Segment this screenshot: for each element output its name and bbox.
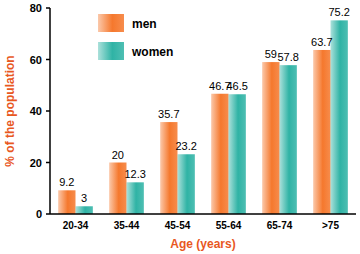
legend: men women: [98, 14, 173, 60]
page: 9.232012.335.723.246.746.55957.863.775.2…: [0, 0, 360, 254]
y-tick-label: 40: [30, 105, 42, 117]
chart-svg: 9.232012.335.723.246.746.55957.863.775.2…: [0, 0, 360, 254]
legend-swatch: [98, 42, 124, 60]
y-axis-title: % of the population: [3, 55, 17, 166]
bar: [178, 154, 195, 214]
data-label: 75.2: [328, 6, 349, 18]
bar: [58, 190, 75, 214]
y-tick: [46, 110, 50, 112]
legend-label: men: [132, 17, 157, 31]
bar: [313, 50, 330, 214]
bars: [58, 20, 348, 214]
y-tick: [46, 213, 50, 215]
y-tick-label: 60: [30, 54, 42, 66]
data-label: 63.7: [311, 36, 332, 48]
y-tick: [46, 7, 50, 9]
bar: [331, 20, 348, 214]
y-tick-label: 20: [30, 157, 42, 169]
bar: [280, 65, 297, 214]
legend-swatch: [98, 14, 124, 32]
data-label: 3: [81, 192, 87, 204]
data-label: 57.8: [277, 51, 298, 63]
x-tick-label: >75: [322, 220, 339, 231]
legend-label: women: [131, 45, 173, 59]
bar: [211, 94, 228, 214]
x-axis-title: Age (years): [170, 237, 235, 251]
x-tick-label: 65-74: [267, 220, 293, 231]
data-label: 23.2: [175, 140, 196, 152]
y-tick: [46, 59, 50, 61]
bar: [160, 122, 177, 214]
x-tick-label: 35-44: [114, 220, 140, 231]
data-label: 59: [265, 48, 277, 60]
data-label: 12.3: [124, 168, 145, 180]
bar: [229, 94, 246, 214]
data-label: 9.2: [59, 176, 74, 188]
data-label: 46.5: [226, 80, 247, 92]
x-tick-label: 20-34: [63, 220, 89, 231]
data-labels: 9.232012.335.723.246.746.55957.863.775.2: [59, 6, 350, 204]
y-tick: [46, 162, 50, 164]
y-tick-label: 0: [36, 208, 42, 220]
x-tick-label: 55-64: [216, 220, 242, 231]
x-tick-label: 45-54: [165, 220, 191, 231]
x-axis-line: [50, 213, 356, 215]
y-tick-label: 80: [30, 2, 42, 14]
bar: [76, 206, 93, 214]
bar: [262, 62, 279, 214]
bar: [127, 182, 144, 214]
chart-container: 9.232012.335.723.246.746.55957.863.775.2…: [0, 0, 360, 254]
data-label: 20: [112, 149, 124, 161]
data-label: 35.7: [158, 108, 179, 120]
